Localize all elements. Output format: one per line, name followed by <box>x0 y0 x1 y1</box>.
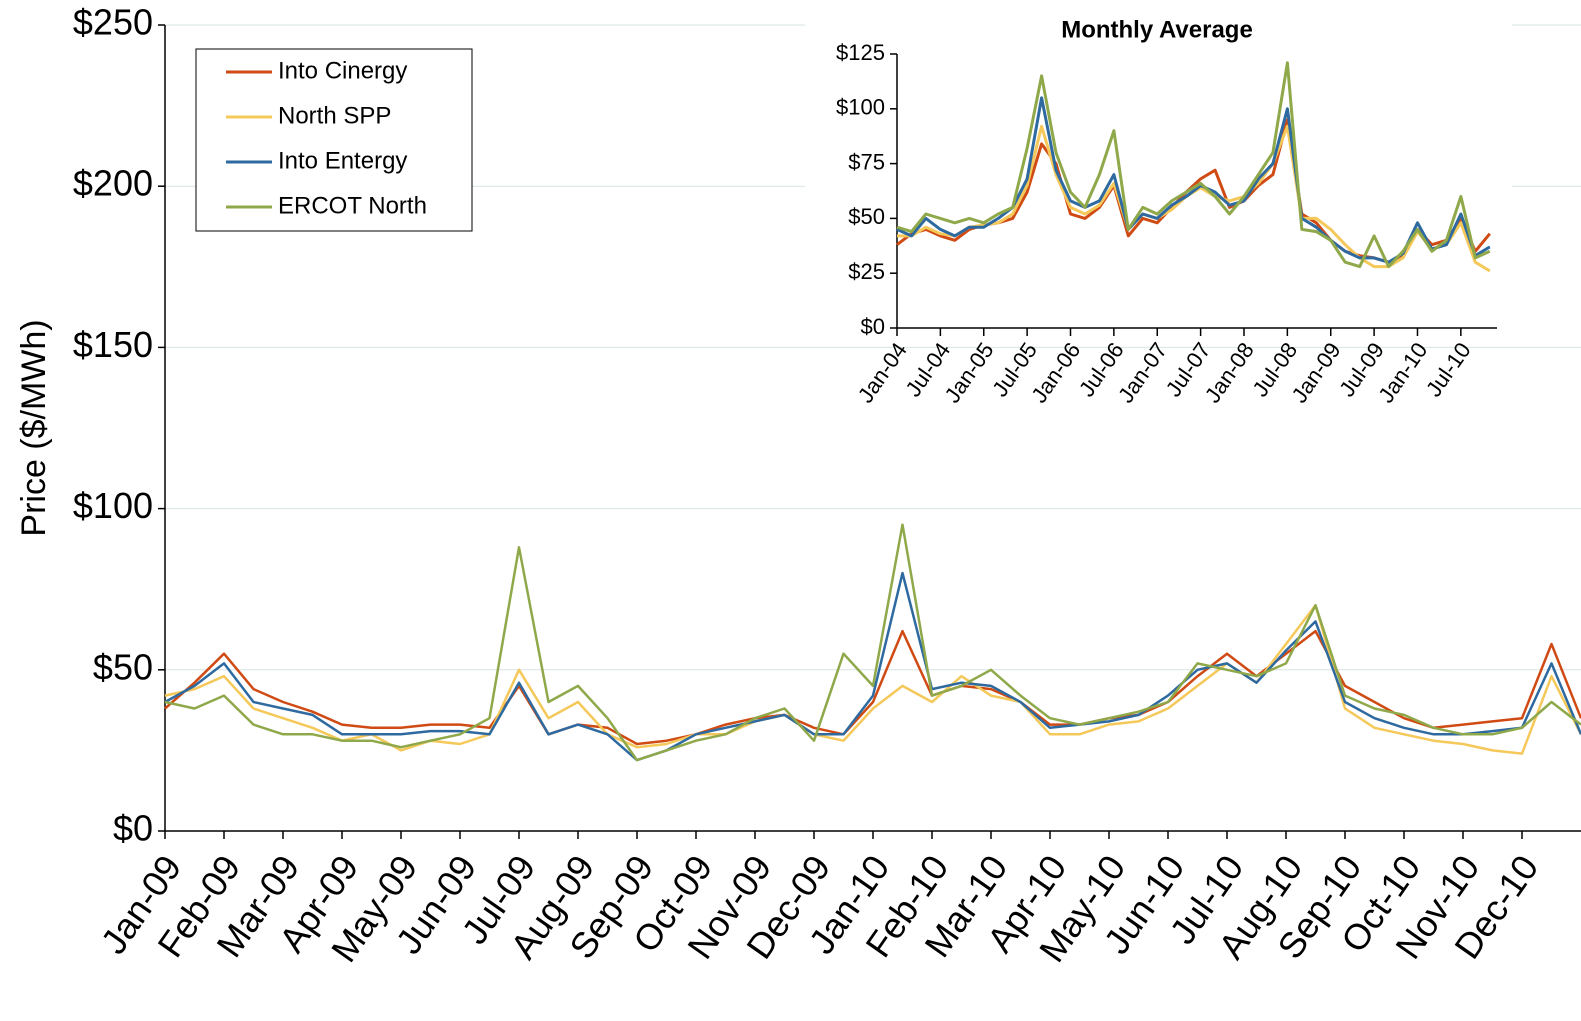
legend-label: ERCOT North <box>278 192 427 219</box>
legend-label: Into Entergy <box>278 147 407 174</box>
legend-label: Into Cinergy <box>278 57 407 84</box>
series-line <box>164 571 1581 762</box>
series-line <box>164 523 1581 762</box>
legend-label: North SPP <box>278 102 391 129</box>
y-tick-label: $0 <box>861 314 885 339</box>
series-line <box>896 61 1491 269</box>
y-tick-label: $100 <box>836 95 885 120</box>
y-tick-label: $200 <box>73 163 153 204</box>
series-line <box>164 629 1581 746</box>
y-tick-label: $150 <box>73 324 153 365</box>
inset-panel <box>805 0 1512 346</box>
y-tick-label: $0 <box>113 808 153 849</box>
legend-box <box>195 48 473 232</box>
y-tick-label: $50 <box>848 204 885 229</box>
inset-title: Monthly Average <box>1061 16 1253 43</box>
x-tick-label: Jan-04 <box>853 338 912 407</box>
y-tick-label: $50 <box>93 646 153 687</box>
y-axis-title: Price ($/MWh) <box>15 319 53 536</box>
y-tick-label: $250 <box>73 2 153 43</box>
y-tick-label: $100 <box>73 485 153 526</box>
y-tick-label: $75 <box>848 149 885 174</box>
series-line <box>164 604 1581 755</box>
y-tick-label: $125 <box>836 40 885 65</box>
series-line <box>896 96 1491 264</box>
y-tick-label: $25 <box>848 259 885 284</box>
